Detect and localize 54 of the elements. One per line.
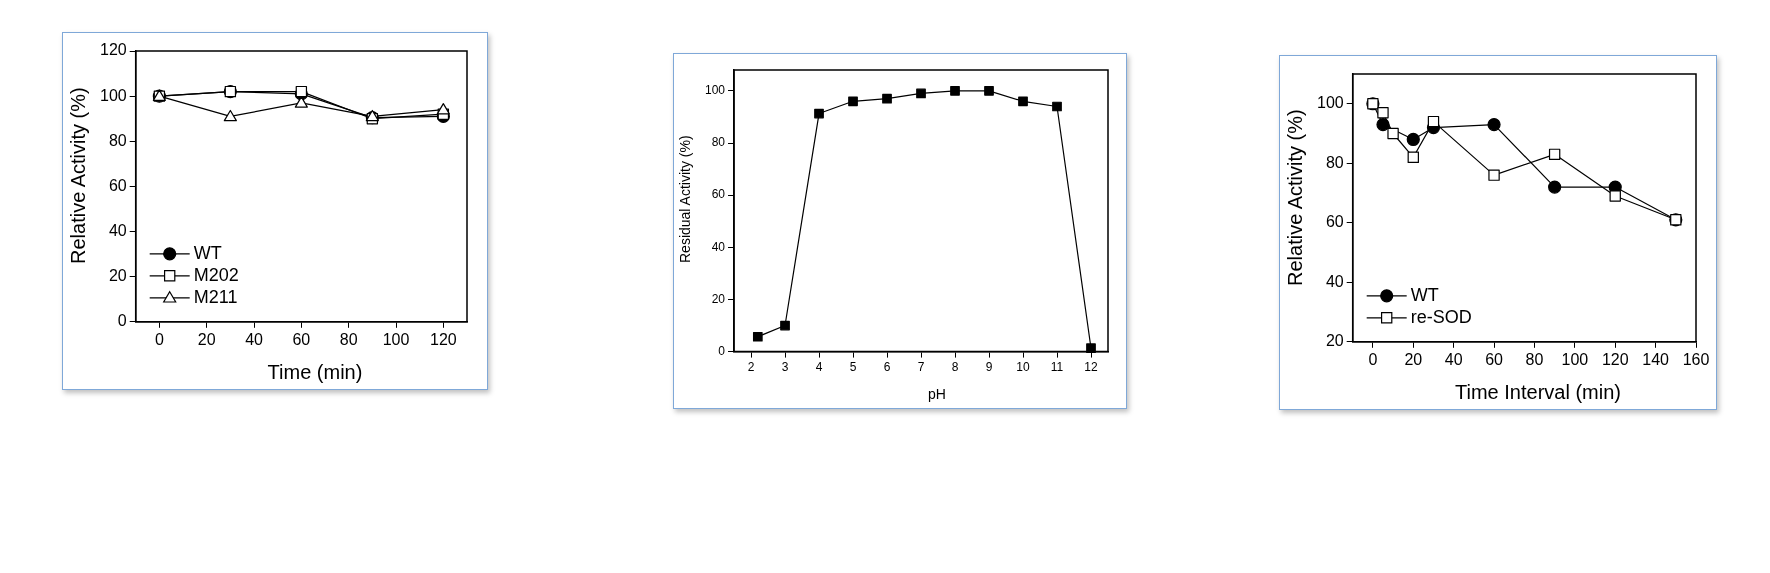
x-tick-label: 4 [815,360,823,375]
y-tick-label: 0 [117,312,127,330]
y-tick-label: 20 [711,291,726,306]
x-tick-label: 100 [382,330,410,348]
y-tick-label: 40 [711,239,726,254]
x-axis-title: Time (min) [266,361,364,383]
y-tick-label: 60 [1325,213,1344,231]
x-tick-label: 8 [951,360,959,375]
legend-label: re-SOD [1410,306,1472,327]
x-tick-label: 120 [429,330,457,348]
x-tick-label: 140 [1642,350,1670,368]
x-tick-label: 160 [1682,350,1710,368]
x-tick-label: 80 [1525,350,1544,368]
x-tick-label: 60 [292,330,311,348]
legend-label: M202 [193,264,239,285]
x-tick-label: 12 [1084,360,1098,375]
x-tick-label: 2 [747,360,755,375]
y-tick-label: 100 [704,83,726,98]
legend-label: WT [193,242,222,263]
y-tick-label: 40 [108,221,127,239]
y-tick-label: 120 [99,41,127,59]
y-tick-label: 60 [711,187,726,202]
x-tick-label: 40 [245,330,264,348]
x-tick-label: 80 [339,330,358,348]
x-tick-label: 120 [1601,350,1629,368]
legend-label: M211 [193,286,238,307]
x-tick-label: 100 [1561,350,1589,368]
y-axis-title: Relative Activity (%) [67,86,89,267]
y-axis-title: Relative Activity (%) [1284,108,1306,288]
x-tick-label: 10 [1016,360,1030,375]
x-axis-title: Time Interval (min) [1454,381,1622,403]
x-tick-label: 40 [1444,350,1463,368]
legend-label: WT [1410,284,1439,305]
x-tick-label: 20 [197,330,216,348]
x-tick-label: 60 [1485,350,1504,368]
x-tick-label: 0 [154,330,164,348]
x-tick-label: 9 [985,360,993,375]
x-tick-label: 6 [883,360,891,375]
x-tick-label: 5 [849,360,857,375]
x-tick-label: 0 [1368,350,1378,368]
y-tick-label: 40 [1325,272,1344,290]
y-tick-label: 80 [1325,153,1344,171]
y-tick-label: 80 [711,135,726,150]
y-tick-label: 80 [108,131,127,149]
x-tick-label: 20 [1404,350,1423,368]
y-tick-label: 100 [1316,94,1344,112]
y-tick-label: 60 [108,176,127,194]
y-tick-label: 100 [99,86,127,104]
y-axis-title: Residual Activity (%) [677,134,694,265]
x-axis-title: pH [927,385,947,402]
x-tick-label: 11 [1050,360,1064,375]
y-tick-label: 20 [108,267,127,285]
x-tick-label: 7 [917,360,925,375]
x-tick-label: 3 [781,360,789,375]
